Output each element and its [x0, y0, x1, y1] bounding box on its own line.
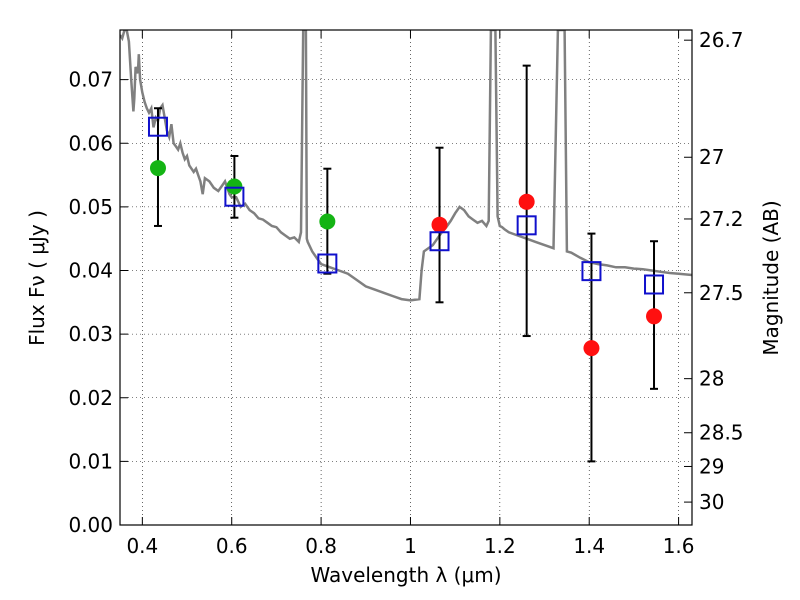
green-data-point	[319, 213, 336, 230]
y2-tick-label: 30	[699, 490, 724, 514]
y-tick-label: 0.04	[68, 259, 113, 283]
red-data-point	[646, 308, 663, 325]
y2-tick-label: 27.2	[699, 207, 744, 231]
x-tick-label: 1.6	[663, 534, 695, 558]
y-tick-label: 0.01	[68, 449, 113, 473]
y2-axis-title: Magnitude (AB)	[759, 200, 783, 355]
x-tick-label: 1	[404, 534, 417, 558]
y-axis-ticks: 0.00 0.01 0.02 0.03 0.04 0.05 0.06 0.07	[68, 68, 128, 537]
y-tick-label: 0.07	[68, 68, 113, 92]
x-axis-title: Wavelength λ (μm)	[310, 563, 501, 587]
model-band-box	[581, 261, 602, 282]
x-tick-label: 1.4	[573, 534, 605, 558]
y-tick-label: 0.02	[68, 386, 113, 410]
y2-tick-label: 27	[699, 145, 724, 169]
y2-tick-label: 28	[699, 367, 724, 391]
red-data-point	[518, 193, 535, 210]
y2-tick-label: 29	[699, 454, 724, 478]
y-axis-title: Flux Fν ( μJy )	[25, 210, 49, 346]
y2-axis-ticks: 26.7 27 27.2 27.5 28 28.5 29 30	[684, 28, 744, 514]
model-band-box	[516, 215, 537, 236]
model-band-box	[224, 186, 245, 207]
x-tick-label: 1.2	[484, 534, 516, 558]
y-tick-label: 0.00	[68, 513, 113, 537]
x-tick-label: 0.6	[216, 534, 248, 558]
y2-tick-label: 28.5	[699, 421, 744, 445]
model-spectrum-line	[120, 30, 692, 302]
data-layer	[120, 30, 692, 463]
x-axis-ticks: 0.4 0.6 0.8 1 1.2 1.4 1.6	[126, 30, 695, 558]
y-tick-label: 0.05	[68, 195, 113, 219]
red-data-point	[431, 216, 448, 233]
data-points	[149, 160, 663, 357]
x-tick-label: 0.4	[126, 534, 158, 558]
green-data-point	[149, 160, 166, 177]
red-data-point	[583, 340, 600, 357]
model-band-box	[644, 274, 665, 295]
y-tick-label: 0.06	[68, 131, 113, 155]
y2-tick-label: 27.5	[699, 281, 744, 305]
model-band-box	[317, 253, 338, 274]
y-tick-label: 0.03	[68, 322, 113, 346]
model-band-boxes	[147, 116, 665, 295]
model-band-box	[147, 116, 168, 137]
y2-tick-label: 26.7	[699, 28, 744, 52]
model-band-box	[429, 231, 450, 252]
plot-frame	[119, 29, 693, 526]
green-data-point	[226, 178, 243, 195]
x-tick-label: 0.8	[305, 534, 337, 558]
